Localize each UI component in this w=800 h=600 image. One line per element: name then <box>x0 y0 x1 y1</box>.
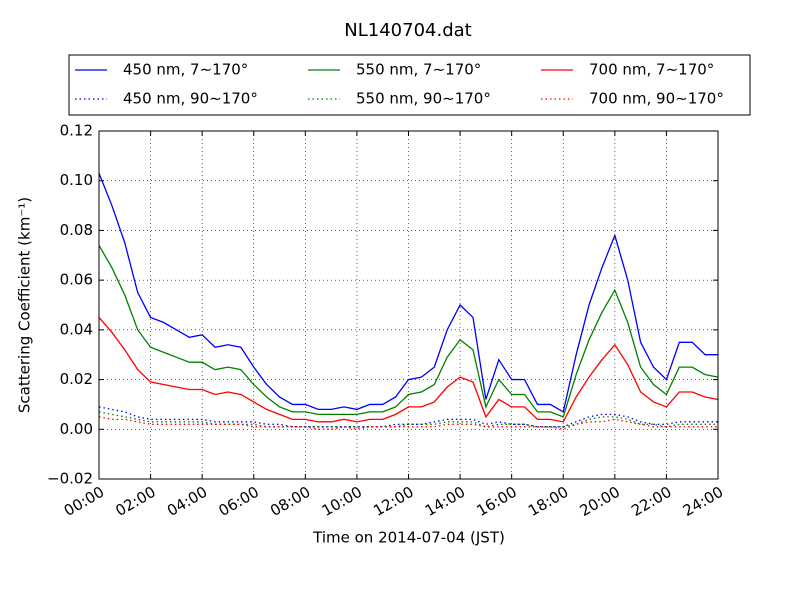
legend-label: 450 nm, 7∼170° <box>123 61 248 79</box>
series-line <box>98 411 718 428</box>
x-axis-label: Time on 2014-07-04 (JST) <box>312 529 505 547</box>
series-line <box>98 317 719 423</box>
legend-label: 550 nm, 90∼170° <box>356 90 491 108</box>
legend-label: 550 nm, 7∼170° <box>356 61 481 79</box>
y-tick-label: 0.06 <box>60 271 93 289</box>
legend-label: 700 nm, 7∼170° <box>589 61 714 79</box>
y-tick-label: 0.12 <box>60 122 93 140</box>
y-tick-label: 0.00 <box>60 420 93 438</box>
series-line <box>98 416 718 430</box>
legend-label: 700 nm, 90∼170° <box>589 90 724 108</box>
series-line <box>98 173 718 413</box>
y-tick-label: −0.02 <box>47 470 93 488</box>
legend-label: 450 nm, 90∼170° <box>123 90 258 108</box>
y-tick-label: 0.10 <box>60 171 93 189</box>
y-tick-label: 0.02 <box>60 370 93 388</box>
series-line <box>98 245 719 418</box>
legend: 450 nm, 7∼170° 450 nm, 90∼170° 550 nm, 7∼1… <box>68 54 751 116</box>
y-tick-label: 0.08 <box>60 221 93 239</box>
chart-title: NL140704.dat <box>344 20 471 41</box>
y-axis-label: Scattering Coefficient (km⁻¹) <box>16 197 34 413</box>
series-line <box>98 406 718 428</box>
legend-box <box>68 54 751 116</box>
y-tick-label: 0.04 <box>60 320 93 338</box>
plot-frame <box>98 130 719 480</box>
